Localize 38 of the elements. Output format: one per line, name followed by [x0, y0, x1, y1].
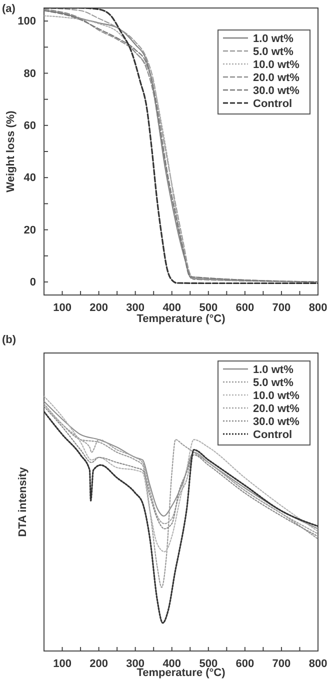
y-tick-label: 0	[30, 276, 36, 288]
legend-label: 5.0 wt%	[253, 377, 294, 389]
y-axis-title: DTA intensity	[17, 466, 29, 537]
y-tick-label: 80	[24, 68, 36, 80]
x-tick-label: 300	[126, 302, 145, 314]
legend-label: Control	[253, 98, 292, 110]
chart-title: (b)	[2, 334, 16, 346]
x-tick-label: 600	[236, 658, 254, 670]
x-tick-label: 200	[90, 302, 108, 314]
x-axis-title: Temperature (°C)	[136, 667, 226, 679]
legend-label: 10.0 wt%	[253, 59, 300, 71]
legend-label: 1.0 wt%	[253, 33, 294, 45]
legend-label: 30.0 wt%	[253, 85, 300, 97]
x-tick-label: 400	[162, 658, 182, 670]
x-tick-label: 100	[53, 658, 72, 670]
legend-label: Control	[253, 429, 292, 441]
x-axis-title: Temperature (°C)	[136, 313, 226, 325]
legend-label: 1.0 wt%	[253, 364, 294, 376]
y-tick-label: 100	[18, 16, 36, 28]
x-tick-label: 600	[236, 302, 254, 314]
legend-label: 5.0 wt%	[253, 46, 294, 58]
x-tick-label: 500	[199, 302, 218, 314]
y-tick-label: 20	[24, 224, 36, 236]
y-axis-title: Weight loss (%)	[5, 110, 17, 192]
legend-label: 10.0 wt%	[253, 390, 300, 402]
legend-label: 30.0 wt%	[253, 416, 300, 428]
y-tick-label: 40	[24, 172, 36, 184]
x-tick-label: 800	[308, 302, 328, 314]
legend-label: 20.0 wt%	[253, 403, 300, 415]
y-tick-label: 60	[24, 120, 36, 132]
x-tick-label: 100	[53, 302, 72, 314]
x-tick-label: 400	[162, 302, 182, 314]
x-tick-label: 700	[272, 302, 291, 314]
legend-label: 20.0 wt%	[253, 72, 300, 84]
x-tick-label: 200	[90, 658, 108, 670]
x-tick-label: 700	[272, 658, 291, 670]
x-tick-label: 800	[308, 658, 328, 670]
chart-title: (a)	[2, 3, 16, 15]
